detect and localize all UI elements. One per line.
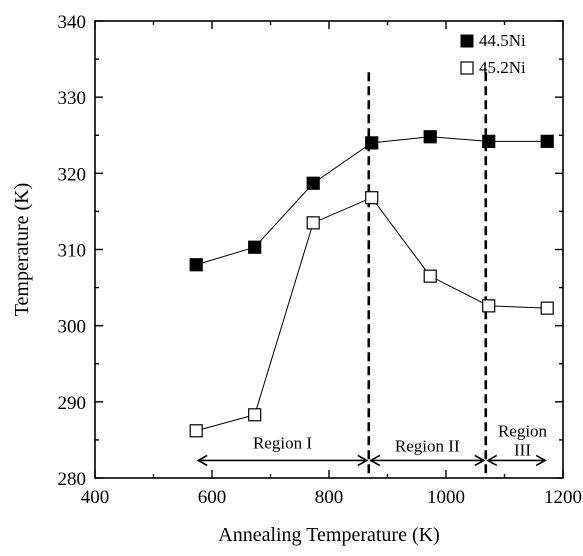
x-tick-label: 400 (81, 487, 110, 508)
series-line-45.2Ni (196, 197, 548, 432)
data-point-44.5Ni (482, 134, 496, 148)
legend-marker-44.5Ni (460, 34, 474, 48)
series-lines (196, 136, 548, 432)
axis-tick-labels: 400 600 800 1000 1200 280 290 300 310 320 330 340 (58, 12, 583, 508)
region-label-3-line2: III (514, 440, 531, 459)
data-point-45.2Ni (482, 299, 496, 313)
y-tick-label: 340 (58, 12, 87, 33)
region-boundaries (367, 72, 488, 478)
x-tick-label: 1200 (544, 487, 582, 508)
data-point-45.2Ni (540, 301, 554, 315)
x-tick-label: 1000 (427, 487, 465, 508)
data-point-44.5Ni (423, 130, 437, 144)
legend-marker-45.2Ni (460, 61, 474, 75)
data-point-44.5Ni (540, 134, 554, 148)
axis-ticks (94, 20, 564, 479)
region-label-2: Region II (395, 436, 460, 455)
legend-label-45.2Ni: 45.2Ni (479, 58, 526, 77)
x-tick-label: 800 (315, 487, 344, 508)
region-arrows (196, 454, 547, 467)
region-labels: Region I Region II Region III (253, 421, 548, 459)
region-label-3-line1: Region (498, 421, 548, 440)
legend: 44.5Ni 45.2Ni (460, 31, 526, 77)
region-arrow-head (196, 454, 208, 467)
region-arrow-head (369, 454, 381, 467)
data-point-45.2Ni (189, 424, 203, 438)
y-tick-label: 310 (58, 241, 87, 262)
y-tick-label: 280 (58, 469, 87, 490)
legend-label-44.5Ni: 44.5Ni (479, 31, 526, 50)
y-tick-label: 290 (58, 393, 87, 414)
region-arrow-head (486, 454, 498, 467)
data-point-45.2Ni (365, 191, 379, 205)
y-axis-title: Temperature (K) (11, 183, 33, 317)
data-point-44.5Ni (365, 136, 379, 150)
series-markers (189, 130, 554, 438)
x-axis-title: Annealing Temperature (K) (218, 524, 439, 546)
x-tick-label: 600 (198, 487, 227, 508)
y-tick-label: 320 (58, 164, 87, 185)
data-point-45.2Ni (306, 216, 320, 230)
data-point-45.2Ni (248, 408, 262, 422)
region-label-1: Region I (253, 433, 312, 452)
region-arrow-head (474, 454, 486, 467)
data-point-45.2Ni (423, 269, 437, 283)
data-point-44.5Ni (189, 258, 203, 272)
y-tick-label: 300 (58, 317, 87, 338)
region-arrow-head (535, 454, 547, 467)
data-point-44.5Ni (306, 176, 320, 190)
y-tick-label: 330 (58, 88, 87, 109)
plot-frame (94, 20, 564, 479)
region-arrow-head (357, 454, 369, 467)
data-point-44.5Ni (248, 240, 262, 254)
